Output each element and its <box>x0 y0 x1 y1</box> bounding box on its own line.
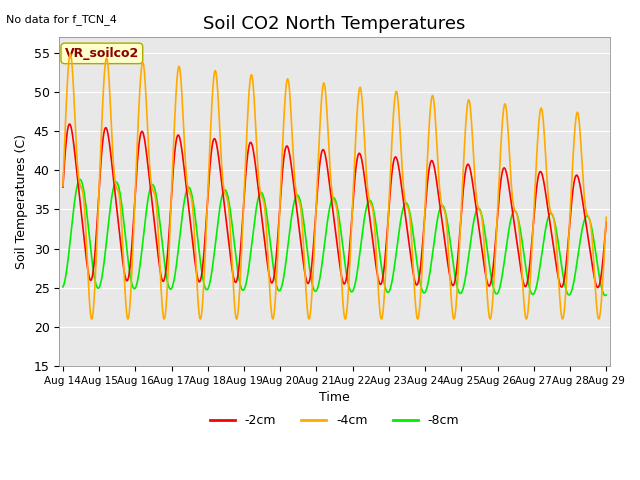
Title: Soil CO2 North Temperatures: Soil CO2 North Temperatures <box>204 15 466 33</box>
X-axis label: Time: Time <box>319 391 350 404</box>
Text: VR_soilco2: VR_soilco2 <box>65 47 139 60</box>
Legend: -2cm, -4cm, -8cm: -2cm, -4cm, -8cm <box>205 409 465 432</box>
Text: No data for f_TCN_4: No data for f_TCN_4 <box>6 14 117 25</box>
Y-axis label: Soil Temperatures (C): Soil Temperatures (C) <box>15 134 28 269</box>
